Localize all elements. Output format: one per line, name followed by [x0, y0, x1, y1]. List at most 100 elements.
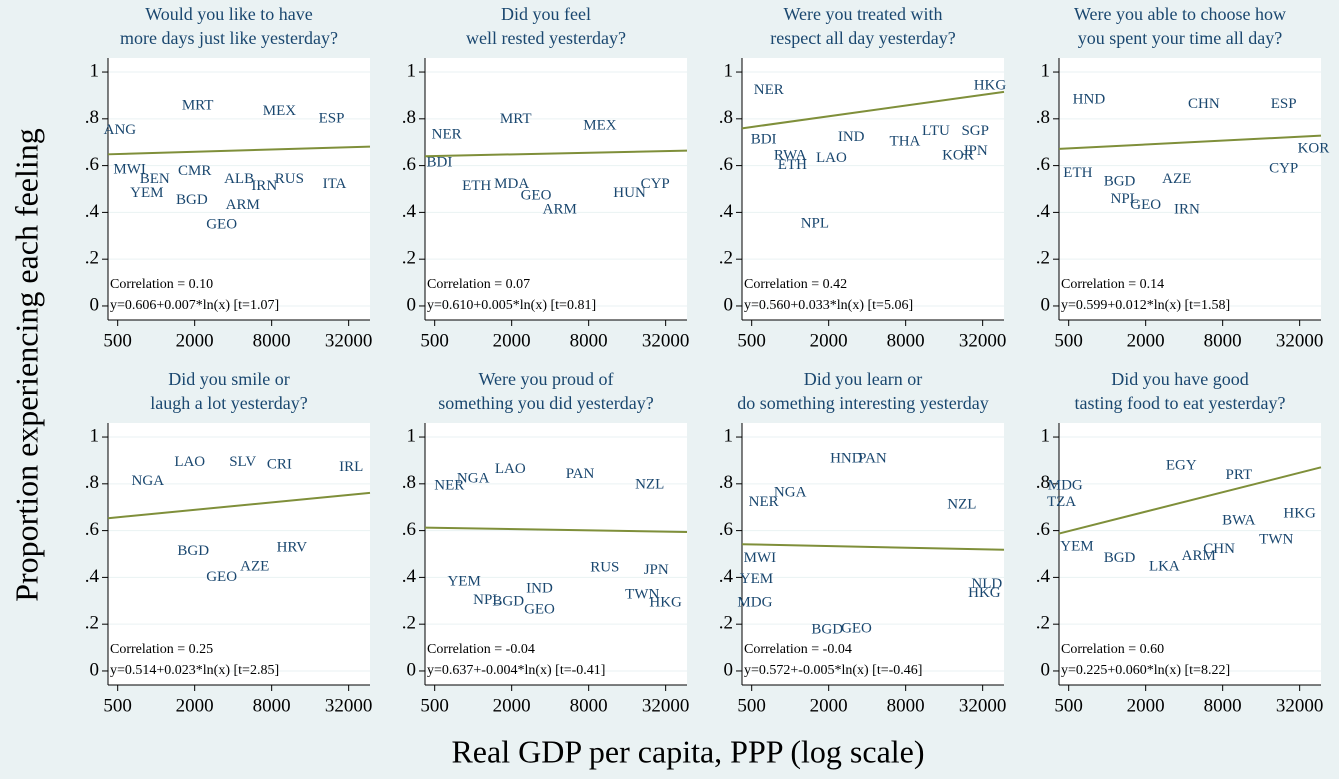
plot-area — [742, 423, 1004, 685]
y-tick-label: .2 — [85, 248, 99, 269]
panel-title: well rested yesterday? — [466, 28, 626, 48]
point-label: THA — [890, 134, 921, 150]
point-label: MRT — [500, 111, 532, 127]
y-tick-label: 0 — [724, 294, 734, 315]
plot-area — [1059, 423, 1321, 685]
x-tick-label: 2000 — [810, 695, 848, 716]
plot-area — [1059, 58, 1321, 320]
x-tick-label: 32000 — [642, 330, 690, 351]
x-tick-label: 32000 — [642, 695, 690, 716]
point-label: NGA — [774, 485, 807, 501]
point-label: NGA — [457, 471, 490, 487]
point-label: NPL — [801, 216, 829, 232]
panel-title: Did you have good — [1111, 369, 1248, 389]
point-label: MRT — [182, 97, 214, 113]
fit-line — [107, 491, 371, 520]
y-tick-label: .4 — [402, 566, 417, 587]
plot-area — [108, 58, 370, 320]
point-label: MDA — [494, 176, 529, 192]
y-tick-label: .4 — [719, 566, 734, 587]
y-tick-label: 0 — [90, 659, 100, 680]
panel-title: Were you treated with — [784, 4, 943, 24]
y-tick-label: .8 — [1036, 472, 1050, 493]
point-label: NER — [754, 82, 784, 98]
point-label: YEM — [447, 574, 480, 590]
point-label: PAN — [858, 451, 887, 467]
point-label: LTU — [922, 123, 950, 139]
point-label: ETH — [462, 178, 491, 194]
point-label: YEM — [740, 571, 773, 587]
point-label: YEM — [130, 185, 163, 201]
x-tick-label: 2000 — [1127, 695, 1165, 716]
correlation-note: Correlation = 0.10 — [110, 277, 213, 292]
x-tick-label: 8000 — [570, 695, 608, 716]
y-tick-label: .2 — [719, 613, 733, 634]
y-tick-label: 1 — [1041, 60, 1051, 81]
x-tick-label: 32000 — [959, 695, 1007, 716]
point-label: NLD — [971, 576, 1002, 592]
point-label: IND — [838, 129, 865, 145]
y-tick-label: .6 — [1036, 154, 1050, 175]
point-label: ARM — [543, 201, 577, 217]
correlation-note: Correlation = 0.14 — [1061, 277, 1164, 292]
y-tick-label: 1 — [1041, 425, 1051, 446]
x-tick-label: 2000 — [493, 330, 531, 351]
point-label: CHN — [1203, 541, 1235, 557]
x-tick-label: 2000 — [493, 695, 531, 716]
correlation-note: Correlation = -0.04 — [744, 642, 852, 657]
point-label: BGD — [1104, 173, 1136, 189]
point-label: ARM — [1182, 548, 1216, 564]
x-tick-label: 8000 — [887, 695, 925, 716]
point-label: MWI — [744, 550, 777, 566]
y-tick-label: .2 — [402, 613, 416, 634]
point-label: RUS — [590, 559, 619, 575]
y-tick-label: .2 — [1036, 613, 1050, 634]
fit-equation: y=0.637+-0.004*ln(x) [t=-0.41] — [427, 663, 605, 678]
point-label: ETH — [778, 157, 807, 173]
y-tick-label: .8 — [719, 472, 733, 493]
x-tick-label: 8000 — [253, 330, 291, 351]
y-tick-label: .6 — [719, 519, 733, 540]
point-label: PRT — [1226, 467, 1253, 483]
point-label: BGD — [1104, 550, 1136, 566]
point-label: BDI — [427, 155, 453, 171]
x-tick-label: 500 — [103, 330, 132, 351]
point-label: IND — [526, 581, 553, 597]
panel-title: Were you able to choose how — [1074, 4, 1286, 24]
y-tick-label: 0 — [1041, 659, 1051, 680]
point-label: SLV — [229, 454, 256, 470]
y-axis-title: Proportion experiencing each feeling — [8, 128, 44, 602]
point-label: ITA — [323, 176, 347, 192]
point-label: CRI — [267, 457, 292, 473]
point-label: GEO — [1130, 197, 1161, 213]
point-label: LAO — [495, 461, 526, 477]
plot-area — [425, 423, 687, 685]
fit-equation: y=0.599+0.012*ln(x) [t=1.58] — [1061, 298, 1230, 313]
point-label: MWI — [113, 162, 146, 178]
fit-line — [741, 543, 1005, 551]
point-label: NPL — [1110, 191, 1138, 207]
fit-equation: y=0.560+0.033*ln(x) [t=5.06] — [744, 298, 913, 313]
fit-line — [741, 90, 1005, 130]
point-label: GEO — [521, 187, 552, 203]
y-tick-label: .6 — [85, 154, 99, 175]
y-tick-label: .4 — [719, 201, 734, 222]
fit-equation: y=0.225+0.060*ln(x) [t=8.22] — [1061, 663, 1230, 678]
point-label: CMR — [178, 163, 211, 179]
fit-equation: y=0.514+0.023*ln(x) [t=2.85] — [110, 663, 279, 678]
fit-equation: y=0.610+0.005*ln(x) [t=0.81] — [427, 298, 596, 313]
point-label: NZL — [635, 476, 664, 492]
y-tick-label: .4 — [85, 566, 100, 587]
y-tick-label: .8 — [1036, 107, 1050, 128]
x-tick-label: 8000 — [1204, 695, 1242, 716]
panel-title: laugh a lot yesterday? — [150, 393, 307, 413]
point-label: TZA — [1047, 494, 1076, 510]
y-tick-label: .8 — [719, 107, 733, 128]
point-label: ANG — [104, 122, 137, 138]
point-label: BGD — [492, 593, 524, 609]
point-label: HND — [1073, 92, 1106, 108]
fit-line — [424, 526, 688, 534]
y-tick-label: .4 — [402, 201, 417, 222]
point-label: TWN — [1259, 531, 1293, 547]
y-tick-label: .2 — [402, 248, 416, 269]
